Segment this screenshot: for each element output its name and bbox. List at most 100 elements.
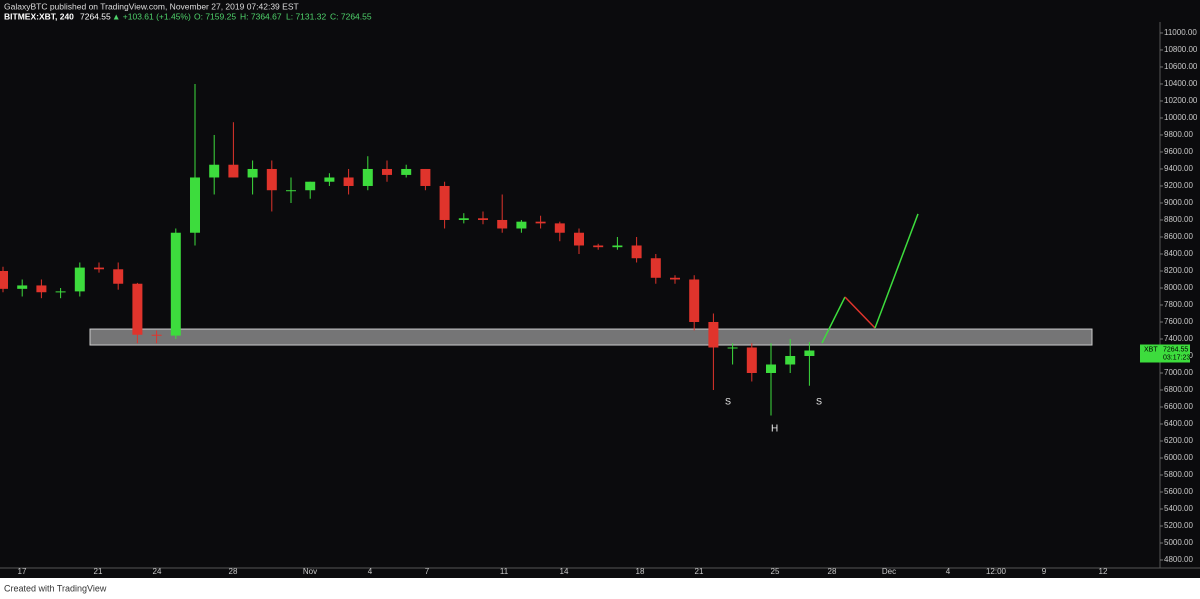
y-tick-label: 9400.00 — [1164, 164, 1193, 173]
y-tick-label: 9600.00 — [1164, 147, 1193, 156]
x-tick-label: 21 — [695, 567, 704, 576]
candle-body — [74, 267, 85, 292]
candle-body — [324, 177, 335, 182]
x-tick-label: 12 — [1099, 567, 1108, 576]
candle-body — [170, 232, 181, 336]
candle-body — [190, 177, 200, 233]
x-tick-label: 4 — [946, 567, 951, 576]
high: H: 7364.67 — [240, 11, 282, 21]
candle-body — [343, 177, 354, 186]
candle-body — [670, 277, 680, 280]
annotation: S — [725, 396, 731, 406]
y-tick-label: 10800.00 — [1164, 45, 1198, 54]
candle-body — [785, 355, 796, 365]
candle-body — [382, 168, 392, 175]
close: C: 7264.55 — [330, 11, 372, 21]
projection-line — [844, 296, 876, 329]
candle-body — [132, 283, 143, 335]
y-tick-label: 8400.00 — [1164, 249, 1193, 258]
candle-body — [113, 269, 124, 284]
candle-body — [17, 285, 28, 289]
x-tick-label: 24 — [153, 567, 162, 576]
y-tick-label: 8000.00 — [1164, 283, 1193, 292]
published-line: GalaxyBTC published on TradingView.com, … — [4, 1, 299, 11]
x-tick-label: 25 — [771, 567, 780, 576]
projection-line — [821, 296, 846, 344]
candle-body — [286, 190, 296, 192]
x-tick-label: 11 — [500, 567, 509, 576]
x-tick-label: 14 — [560, 567, 569, 576]
x-tick-label: 12:00 — [986, 567, 1007, 576]
candle-body — [228, 164, 239, 178]
candle-body — [727, 347, 738, 349]
y-tick-label: 7000.00 — [1164, 368, 1193, 377]
annotation: H — [771, 424, 778, 435]
x-tick-label: 18 — [636, 567, 645, 576]
y-tick-label: 5400.00 — [1164, 504, 1193, 513]
candle-body — [612, 245, 623, 248]
open: O: 7159.25 — [194, 11, 236, 21]
candle-body — [0, 270, 8, 289]
candle-body — [554, 223, 565, 233]
badge-bg — [1140, 344, 1190, 363]
candle-body — [305, 181, 316, 191]
candle-body — [574, 232, 584, 246]
symbol-line: BITMEX:XBT, 240 7264.55 ▲ +103.61 (+1.45… — [4, 11, 372, 21]
candle-body — [593, 245, 604, 248]
candle-body — [497, 219, 508, 229]
symbol: BITMEX:XBT, 240 — [4, 11, 74, 21]
y-tick-label: 5200.00 — [1164, 521, 1193, 530]
x-tick-label: 9 — [1042, 567, 1047, 576]
plot — [0, 83, 1093, 416]
badge-symbol: XBT — [1144, 346, 1158, 353]
last-price: 7264.55 — [80, 11, 111, 21]
footer: Created with TradingView — [4, 583, 107, 593]
candle-body — [650, 258, 661, 278]
y-tick-label: 6200.00 — [1164, 436, 1193, 445]
y-tick-label: 4800.00 — [1164, 555, 1193, 564]
x-tick-label: 28 — [229, 567, 238, 576]
y-tick-label: 5000.00 — [1164, 538, 1193, 547]
x-tick-label: 28 — [828, 567, 837, 576]
candle-body — [631, 245, 642, 259]
y-tick-label: 9000.00 — [1164, 198, 1193, 207]
badge-price: 7264.55 — [1163, 346, 1188, 353]
x-tick-label: Nov — [303, 567, 317, 576]
candle-body — [478, 218, 488, 220]
y-tick-label: 10400.00 — [1164, 79, 1198, 88]
y-tick-label: 10200.00 — [1164, 96, 1198, 105]
footer-bar — [0, 578, 1200, 599]
candle-body — [247, 168, 258, 178]
x-tick-label: 17 — [18, 567, 27, 576]
candle-body — [209, 164, 220, 178]
candle-body — [439, 185, 450, 220]
candle-body — [94, 267, 104, 270]
y-tick-label: 5600.00 — [1164, 487, 1193, 496]
y-tick-label: 9200.00 — [1164, 181, 1193, 190]
change: ▲ +103.61 (+1.45%) — [112, 11, 191, 21]
candle-body — [535, 221, 546, 224]
y-tick-label: 7400.00 — [1164, 334, 1193, 343]
y-tick-label: 6800.00 — [1164, 385, 1193, 394]
candle-body — [766, 364, 776, 373]
y-tick-label: 7800.00 — [1164, 300, 1193, 309]
y-tick-label: 10600.00 — [1164, 62, 1198, 71]
x-tick-label: 7 — [425, 567, 430, 576]
candle-body — [708, 321, 719, 348]
candle-body — [401, 168, 412, 175]
candle-body — [746, 347, 757, 373]
y-tick-label: 8200.00 — [1164, 266, 1193, 275]
y-tick-label: 11000.00 — [1164, 28, 1197, 37]
candle-body — [362, 168, 373, 186]
y-tick-label: 8600.00 — [1164, 232, 1193, 241]
candle-body — [36, 285, 47, 293]
candle-body — [689, 279, 700, 322]
candle-body — [55, 291, 66, 293]
annotation: S — [816, 396, 822, 406]
x-tick-label: 21 — [94, 567, 103, 576]
candle-body — [151, 334, 162, 336]
support-zone — [89, 328, 1093, 346]
low: L: 7131.32 — [286, 11, 326, 21]
